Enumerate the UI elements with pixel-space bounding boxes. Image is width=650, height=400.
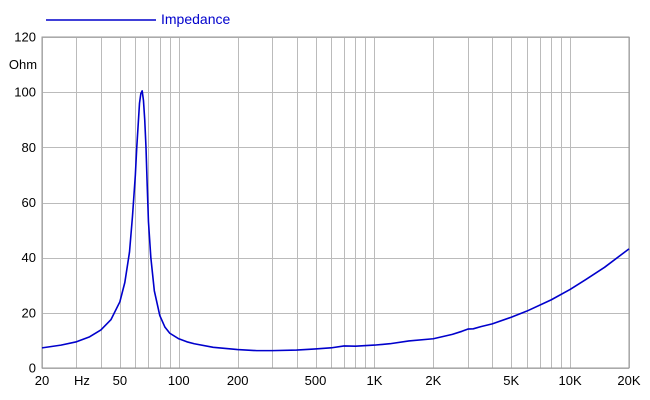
legend-label: Impedance — [161, 11, 230, 27]
y-tick-labels: 0 20 40 60 80 100 120 — [14, 30, 36, 376]
plot-frame — [41, 36, 630, 369]
x-tick-label: 10K — [559, 373, 582, 388]
x-unit-label: Hz — [74, 373, 90, 388]
series-line-impedance — [41, 89, 630, 352]
legend: Impedance — [46, 11, 230, 27]
x-tick-label: 200 — [227, 373, 249, 388]
x-tick-label: 500 — [305, 373, 327, 388]
x-tick-label: 20 — [35, 373, 49, 388]
y-tick-label: 80 — [22, 140, 36, 155]
x-tick-label: 5K — [503, 373, 519, 388]
x-tick-label: 1K — [366, 373, 382, 388]
y-axis-label: Ohm — [9, 57, 37, 72]
x-tick-label: 100 — [168, 373, 190, 388]
x-tick-label: 2K — [425, 373, 441, 388]
x-tick-label: 50 — [113, 373, 127, 388]
y-tick-label: 40 — [22, 250, 36, 265]
y-tick-label: 100 — [14, 85, 36, 100]
x-tick-labels: 20 50 100 200 500 1K 2K 5K 10K 20K — [35, 373, 641, 388]
y-tick-label: 120 — [14, 30, 36, 45]
x-tick-label: 20K — [617, 373, 640, 388]
y-tick-label: 0 — [29, 361, 36, 376]
y-tick-label: 20 — [22, 305, 36, 320]
y-tick-label: 60 — [22, 195, 36, 210]
